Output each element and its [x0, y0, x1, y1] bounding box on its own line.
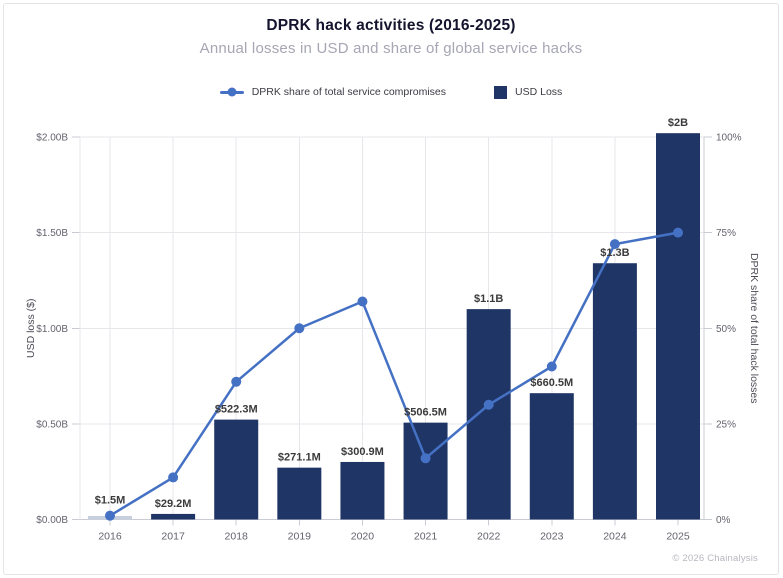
chart-plot-area: $0.00B 0% $0.50B 25% $1.00B 50% $1.50B 75% $2.00…: [25, 117, 760, 543]
x-axis-category-label: 2017: [161, 531, 185, 543]
bar-2021[interactable]: [403, 422, 448, 520]
bar-2019[interactable]: [277, 467, 322, 520]
bar-value-label: $271.1M: [278, 452, 321, 464]
legend-item-bar[interactable]: USD Loss: [494, 85, 563, 99]
x-axis-category-label: 2024: [603, 531, 627, 543]
bar-2020[interactable]: [340, 461, 385, 520]
bar-2022[interactable]: [466, 309, 511, 520]
right-axis-tick-label: 50%: [716, 324, 736, 335]
legend-bar-label: USD Loss: [515, 86, 563, 98]
share-point-2025[interactable]: [673, 227, 683, 238]
share-point-2024[interactable]: [609, 239, 620, 250]
bar-value-label: $522.3M: [215, 404, 258, 416]
share-line: [108, 231, 680, 517]
bar-series-swatch-icon: [494, 85, 508, 99]
bar-value-label: $660.5M: [530, 377, 573, 389]
share-point-2021[interactable]: [420, 453, 431, 464]
share-point-2016[interactable]: [105, 510, 115, 521]
chart-card: DPRK hack activities (2016-2025) Annual …: [3, 3, 779, 575]
legend-line-label: DPRK share of total service compromises: [251, 86, 447, 98]
bar-value-label: $29.2M: [155, 498, 192, 510]
copyright-text: © 2026 Chainalysis: [672, 553, 758, 564]
right-axis-tick-label: 75%: [716, 228, 736, 239]
bar-value-label: $2B: [668, 117, 688, 129]
bar-value-label: $1.3B: [600, 247, 629, 259]
x-axis-category-label: 2022: [477, 531, 501, 543]
bar-2023[interactable]: [529, 393, 574, 520]
legend-item-line[interactable]: DPRK share of total service compromises: [219, 86, 447, 98]
bar-value-label: $506.5M: [404, 407, 447, 419]
x-axis-category-label: 2021: [414, 531, 438, 543]
left-axis-tick-label: $2.00B: [36, 133, 68, 144]
left-axis-tick-label: $0.50B: [36, 419, 68, 430]
bar-2024[interactable]: [592, 263, 637, 520]
chart-title: DPRK hack activities (2016-2025): [266, 17, 516, 34]
chart-legend: DPRK share of total service compromises …: [4, 83, 778, 101]
left-axis-tick-label: $1.00B: [36, 324, 68, 335]
bar-value-label: $300.9M: [341, 446, 384, 458]
share-point-2022[interactable]: [483, 399, 494, 410]
share-point-2017[interactable]: [168, 472, 179, 483]
left-axis-tick-label: $0.00B: [36, 515, 68, 526]
left-axis-title: USD loss ($): [25, 298, 37, 358]
share-point-2019[interactable]: [294, 323, 305, 334]
bar-2018[interactable]: [214, 419, 259, 520]
line-series-dot-icon: [227, 87, 237, 97]
share-point-2020[interactable]: [357, 296, 368, 307]
bar-2025[interactable]: [656, 133, 700, 520]
bar-value-label: $1.1B: [474, 293, 503, 305]
right-axis-tick-label: 100%: [716, 133, 742, 144]
left-axis-tick-label: $1.50B: [36, 228, 68, 239]
x-axis-category-label: 2025: [666, 531, 690, 543]
x-axis-category-label: 2023: [540, 531, 564, 543]
x-axis-category-label: 2016: [98, 531, 122, 543]
x-axis-category-label: 2019: [288, 531, 312, 543]
x-axis-category-label: 2020: [351, 531, 375, 543]
bar-value-label: $1.5M: [95, 495, 126, 507]
chart-subtitle: Annual losses in USD and share of global…: [199, 40, 583, 57]
right-axis-title: DPRK share of total hack losses: [748, 253, 760, 404]
line-series-marker-icon: [219, 87, 244, 97]
right-axis-tick-label: 25%: [716, 419, 736, 430]
right-axis-tick-label: 0%: [716, 515, 731, 526]
share-point-2018[interactable]: [231, 376, 242, 387]
x-axis-category-label: 2018: [225, 531, 249, 543]
bar-2017[interactable]: [151, 513, 196, 520]
share-point-2023[interactable]: [546, 361, 557, 372]
